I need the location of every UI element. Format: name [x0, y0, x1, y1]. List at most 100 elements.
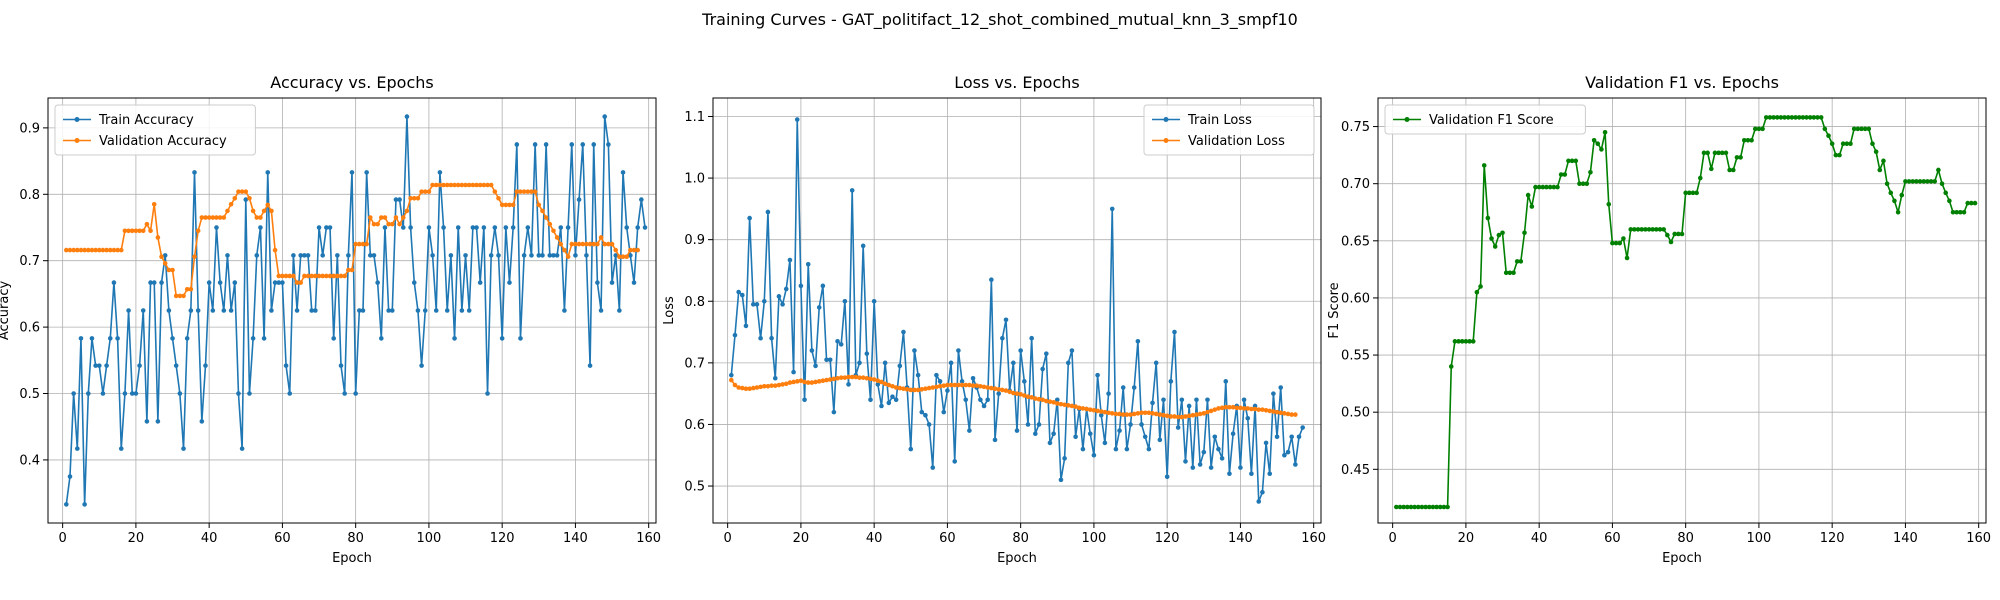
data-point	[540, 208, 545, 214]
data-point	[835, 339, 840, 344]
data-point	[974, 383, 980, 388]
data-point	[860, 375, 866, 380]
data-point	[1091, 452, 1097, 458]
data-point	[195, 308, 201, 313]
legend-label: Train Loss	[1187, 113, 1252, 128]
data-point	[232, 195, 238, 201]
data-point	[1087, 431, 1093, 436]
data-point	[1840, 141, 1846, 146]
data-point	[324, 273, 329, 279]
data-point	[371, 221, 377, 227]
data-point	[463, 182, 468, 188]
data-point	[1562, 172, 1568, 177]
data-point	[71, 391, 76, 396]
data-point	[613, 253, 619, 258]
data-point	[144, 419, 150, 424]
data-point	[1102, 409, 1108, 415]
data-point	[934, 384, 939, 390]
data-point	[1047, 440, 1053, 446]
data-point	[831, 409, 837, 415]
y-tick-label: 0.8	[19, 188, 40, 203]
data-point	[576, 197, 582, 202]
data-point	[1278, 385, 1284, 390]
data-point	[518, 189, 523, 194]
data-point	[1906, 179, 1912, 184]
data-point	[1782, 115, 1787, 120]
data-point	[217, 280, 223, 285]
data-point	[1109, 411, 1115, 416]
data-point	[206, 215, 212, 220]
data-point	[842, 375, 848, 380]
data-point	[250, 208, 256, 214]
data-point	[904, 387, 910, 392]
x-tick-label: 0	[1389, 531, 1397, 546]
chart-panel-1: 0 20 40 60 80 100 120 140 160 0.4 0.5 0.6 0.7 0.8 0.9 A…	[0, 73, 661, 566]
data-point	[1485, 215, 1491, 221]
data-point	[111, 280, 117, 285]
legend-box	[1384, 104, 1586, 135]
data-point	[915, 372, 921, 378]
legend-swatch-marker	[1163, 138, 1169, 143]
data-point	[1892, 198, 1897, 204]
data-point	[1234, 405, 1240, 411]
data-point	[419, 189, 424, 194]
data-point	[236, 391, 241, 396]
data-point	[1022, 379, 1027, 384]
data-point	[309, 273, 315, 279]
legend-swatch-marker	[1163, 117, 1169, 122]
data-point	[1529, 204, 1535, 209]
data-point	[302, 253, 307, 258]
data-point	[485, 182, 490, 188]
axes-frame	[712, 97, 1322, 524]
data-point	[1267, 471, 1273, 477]
data-point	[551, 228, 556, 234]
data-point	[562, 308, 567, 313]
data-point	[1452, 339, 1458, 344]
data-point	[978, 397, 983, 403]
data-point	[1058, 477, 1064, 483]
data-point	[525, 225, 531, 230]
x-tick-label: 60	[1604, 531, 1621, 546]
data-point	[595, 241, 600, 247]
data-point	[1456, 339, 1461, 344]
data-point	[868, 376, 873, 382]
data-point	[1771, 115, 1776, 120]
legend-label: Validation Loss	[1188, 134, 1285, 149]
data-point	[129, 228, 135, 234]
data-point	[364, 241, 369, 247]
data-point	[1767, 115, 1773, 120]
data-point	[813, 363, 818, 369]
data-point	[1584, 181, 1590, 186]
data-point	[305, 273, 311, 279]
data-point	[1698, 175, 1703, 181]
data-point	[466, 308, 472, 313]
data-point	[1676, 231, 1681, 237]
legend-swatch-marker	[74, 117, 80, 122]
data-point	[558, 225, 564, 230]
data-point	[849, 188, 855, 193]
data-point	[791, 379, 796, 385]
x-tick-label: 120	[490, 531, 515, 546]
chart-panel-2: 0 20 40 60 80 100 120 140 160 0.5 0.6 0.7 0.8 0.9 1.0 1…	[662, 73, 1326, 566]
data-point	[335, 253, 340, 258]
data-point	[335, 273, 340, 279]
data-point	[151, 201, 157, 207]
data-point	[159, 254, 164, 260]
data-point	[1723, 150, 1729, 156]
data-point	[919, 387, 925, 392]
data-point	[1639, 227, 1645, 232]
data-point	[481, 182, 487, 188]
data-point	[624, 225, 629, 230]
data-point	[879, 403, 884, 409]
data-point	[188, 286, 194, 292]
data-point	[754, 302, 760, 307]
data-point	[1289, 434, 1294, 440]
data-point	[1194, 397, 1199, 403]
data-point	[1227, 471, 1232, 477]
data-point	[404, 114, 410, 119]
chart-title: Validation F1 vs. Epochs	[1585, 73, 1779, 92]
data-point	[1577, 181, 1582, 186]
data-point	[1610, 240, 1615, 246]
data-point	[901, 329, 906, 335]
data-point	[908, 387, 914, 393]
